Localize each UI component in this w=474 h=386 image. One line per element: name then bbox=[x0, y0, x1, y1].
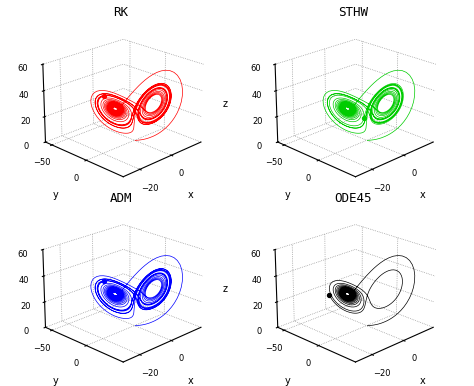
X-axis label: x: x bbox=[420, 190, 426, 200]
Title: ODE45: ODE45 bbox=[334, 191, 372, 205]
Y-axis label: y: y bbox=[53, 190, 59, 200]
Y-axis label: y: y bbox=[285, 376, 291, 386]
Y-axis label: y: y bbox=[53, 376, 59, 386]
X-axis label: x: x bbox=[188, 376, 193, 386]
X-axis label: x: x bbox=[420, 376, 426, 386]
Title: STHW: STHW bbox=[338, 6, 368, 19]
X-axis label: x: x bbox=[188, 190, 193, 200]
Title: RK: RK bbox=[113, 6, 128, 19]
Title: ADM: ADM bbox=[109, 191, 132, 205]
Y-axis label: y: y bbox=[285, 190, 291, 200]
